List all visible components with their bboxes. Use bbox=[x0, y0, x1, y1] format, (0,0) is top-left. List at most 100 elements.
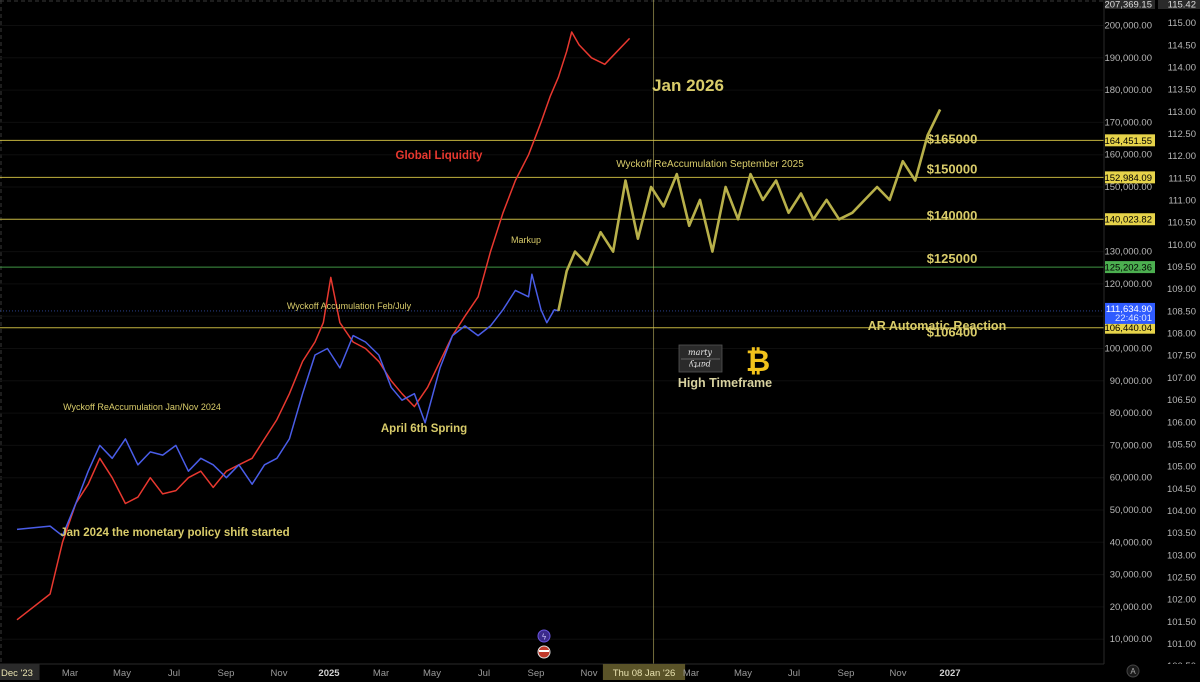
x-tick-label: Mar bbox=[62, 668, 78, 679]
vertical-marker-label: Jan 2026 bbox=[652, 76, 724, 95]
top-value-left-bg bbox=[1105, 0, 1155, 9]
svg-text:ϟ: ϟ bbox=[541, 633, 546, 642]
y-tick-label: 150,000.00 bbox=[1104, 182, 1152, 193]
y-tick-label: 130,000.00 bbox=[1104, 247, 1152, 258]
y-tick-label: 40,000.00 bbox=[1110, 537, 1152, 548]
y-right-tick-label: 113.50 bbox=[1168, 85, 1196, 96]
annotation-wyckoff-jan-nov-2024: Wyckoff ReAccumulation Jan/Nov 2024 bbox=[63, 402, 221, 412]
horizontal-levels[interactable]: $165000 $150000 $140000 $125000 $106400 bbox=[0, 131, 1104, 340]
x-tick-label: Jul bbox=[788, 668, 800, 679]
level-label: $106400 bbox=[927, 325, 978, 340]
x-tick-label: Jul bbox=[168, 668, 180, 679]
bitcoin-icon: ₿ bbox=[746, 344, 770, 379]
svg-text:marty: marty bbox=[688, 348, 712, 357]
y-right-tick-label: 109.50 bbox=[1167, 262, 1196, 273]
y-axis-top-value: 207,369.15 bbox=[1104, 0, 1152, 11]
annotation-high-timeframe: High Timeframe bbox=[678, 376, 772, 390]
x-tick-label: Nov bbox=[271, 668, 288, 679]
grid bbox=[0, 25, 1104, 672]
x-tick-label: Sep bbox=[528, 668, 545, 679]
level-price-tag bbox=[1105, 321, 1155, 334]
x-tick-label: Nov bbox=[890, 668, 907, 679]
y-tick-label: 30,000.00 bbox=[1110, 570, 1152, 581]
top-value-right-bg bbox=[1158, 0, 1200, 9]
y-tick-label: 80,000.00 bbox=[1110, 408, 1152, 419]
level-price-tag bbox=[1105, 134, 1155, 147]
y-tick-label: 60,000.00 bbox=[1110, 473, 1152, 484]
y-tick-label: 70,000.00 bbox=[1110, 440, 1152, 451]
y-tick-label: 160,000.00 bbox=[1104, 150, 1152, 161]
level-price-tag-text: 106,440.04 bbox=[1104, 323, 1152, 334]
annotation-global-liquidity: Global Liquidity bbox=[396, 150, 483, 162]
y-right-tick-label: 114.00 bbox=[1168, 62, 1196, 73]
svg-text:₿: ₿ bbox=[746, 344, 770, 379]
x-tick-label: Jul bbox=[478, 668, 490, 679]
y-axis[interactable]: 0.0010,000.0020,000.0030,000.0040,000.00… bbox=[1103, 0, 1200, 678]
y-tick-label: 50,000.00 bbox=[1110, 505, 1152, 516]
x-axis[interactable]: Dec '23 Mar May Jul Sep Nov 2025 Mar May Jul Sep No… bbox=[0, 663, 1200, 682]
y-right-tick-label: 105.00 bbox=[1167, 462, 1196, 473]
y-right-tick-label: 102.50 bbox=[1167, 572, 1196, 583]
x-tick-label: May bbox=[113, 668, 131, 679]
y-right-tick-label: 106.50 bbox=[1167, 395, 1196, 406]
current-price-tag bbox=[1105, 302, 1155, 324]
martyparty-logo: marty party bbox=[678, 344, 723, 373]
x-tick-label: Mar bbox=[373, 668, 389, 679]
y-right-tick-label: 104.50 bbox=[1167, 484, 1196, 495]
y-right-tick-label: 107.00 bbox=[1167, 373, 1196, 384]
y-axis-right-top-value: 115.42 bbox=[1168, 0, 1196, 11]
x-tick-label: 2025 bbox=[318, 668, 340, 679]
auto-scale-button[interactable] bbox=[1126, 664, 1140, 678]
y-right-tick-label: 102.00 bbox=[1167, 595, 1196, 606]
y-tick-label: 20,000.00 bbox=[1110, 602, 1152, 613]
y-right-tick-label: 101.00 bbox=[1167, 639, 1196, 650]
level-label: $125000 bbox=[927, 251, 978, 266]
level-price-tag-text: 152,984.09 bbox=[1104, 173, 1152, 184]
y-tick-label: 190,000.00 bbox=[1104, 53, 1152, 64]
level-price-tag-text: 164,451.55 bbox=[1104, 136, 1152, 147]
y-axis-bg bbox=[1104, 10, 1200, 664]
y-right-tick-label: 109.00 bbox=[1167, 284, 1196, 295]
y-right-tick-label: 105.50 bbox=[1167, 439, 1196, 450]
level-price-tag bbox=[1105, 213, 1155, 226]
annotation-wyckoff-sept-2025: Wyckoff ReAccumulation September 2025 bbox=[616, 159, 804, 170]
series-line-projection bbox=[557, 108, 942, 312]
auto-scale-letter: A bbox=[1130, 667, 1136, 676]
event-icons[interactable]: ϟ bbox=[537, 629, 551, 659]
y-tick-label: 200,000.00 bbox=[1104, 21, 1152, 32]
x-tick-label: Thu 08 Jan '26 bbox=[613, 668, 676, 679]
y-right-tick-label: 106.00 bbox=[1167, 417, 1196, 428]
annotation-automatic-reaction: AR Automatic Reaction bbox=[868, 319, 1006, 333]
x-tick-label: Dec '23 bbox=[1, 668, 33, 679]
y-right-tick-label: 115.00 bbox=[1168, 18, 1196, 29]
y-right-tick-label: 113.00 bbox=[1168, 107, 1196, 118]
y-right-tick-label: 111.50 bbox=[1168, 173, 1196, 184]
y-right-tick-label: 110.50 bbox=[1168, 218, 1196, 229]
x-tick-label: May bbox=[423, 668, 441, 679]
level-label: $150000 bbox=[927, 161, 978, 176]
y-tick-label: 10,000.00 bbox=[1110, 634, 1152, 645]
level-price-tag-text: 140,023.82 bbox=[1104, 215, 1152, 226]
x-tick-label: May bbox=[734, 668, 752, 679]
y-right-tick-label: 103.50 bbox=[1167, 528, 1196, 539]
y-right-tick-label: 107.50 bbox=[1167, 351, 1196, 362]
y-tick-label: 180,000.00 bbox=[1104, 85, 1152, 96]
current-price-countdown: 22:46:01 bbox=[1115, 313, 1152, 324]
annotation-wyckoff-feb-july: Wyckoff Accumulation Feb/July bbox=[287, 301, 412, 311]
annotation-monetary-shift: Jan 2024 the monetary policy shift start… bbox=[60, 527, 289, 539]
y-right-tick-label: 111.00 bbox=[1168, 196, 1196, 207]
svg-text:party: party bbox=[689, 360, 711, 369]
x-tick-highlight bbox=[0, 664, 40, 680]
series-line-unnamed-1 bbox=[16, 273, 559, 537]
y-right-tick-label: 110.00 bbox=[1168, 240, 1196, 251]
x-tick-label: Nov bbox=[581, 668, 598, 679]
x-axis-bg bbox=[0, 664, 1200, 682]
level-price-tag bbox=[1105, 261, 1155, 274]
level-price-tag bbox=[1105, 171, 1155, 184]
x-tick-highlight bbox=[602, 664, 686, 680]
x-tick-label: Mar bbox=[683, 668, 699, 679]
y-tick-label: 120,000.00 bbox=[1104, 279, 1152, 290]
level-price-tag-text: 125,202.36 bbox=[1104, 263, 1152, 274]
y-tick-label: 90,000.00 bbox=[1110, 376, 1152, 387]
